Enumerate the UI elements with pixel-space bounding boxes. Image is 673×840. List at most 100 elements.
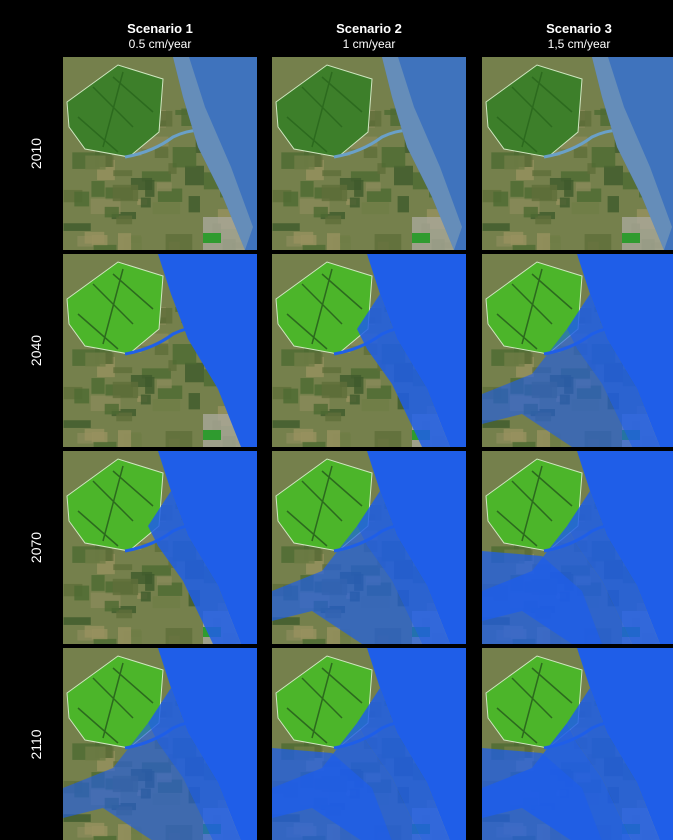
field (510, 432, 527, 443)
map-tile (272, 648, 466, 840)
polder (66, 458, 164, 552)
row-label: 2010 (28, 138, 44, 169)
field (141, 565, 171, 576)
field (482, 223, 510, 231)
polder-lines (286, 465, 363, 547)
field (104, 206, 119, 218)
field (326, 627, 341, 644)
field (74, 388, 90, 404)
field (302, 441, 326, 447)
field (366, 385, 392, 399)
field (85, 549, 106, 564)
map-tile (482, 57, 673, 250)
flood (357, 688, 450, 840)
field (104, 600, 119, 612)
field (482, 420, 510, 428)
field (74, 191, 90, 207)
field (168, 163, 177, 174)
field (152, 596, 181, 609)
field (300, 378, 314, 394)
field (131, 826, 141, 834)
field (131, 432, 141, 440)
field (172, 147, 197, 168)
field (283, 388, 299, 404)
field (91, 575, 105, 591)
field (117, 627, 132, 644)
field (140, 591, 151, 602)
field (361, 399, 390, 412)
shore (592, 57, 672, 250)
field (294, 155, 315, 170)
field (384, 109, 396, 115)
field (522, 155, 533, 167)
field (104, 403, 119, 415)
field (504, 352, 525, 367)
column-subtitle: 1,5 cm/year (548, 37, 611, 51)
field (141, 171, 171, 182)
polder (485, 64, 583, 158)
field (117, 824, 132, 840)
polder (66, 64, 164, 158)
column-subtitle: 1 cm/year (343, 37, 396, 51)
flood (357, 491, 450, 644)
field (152, 399, 181, 412)
field (272, 617, 300, 625)
field (154, 343, 169, 356)
map-tile (482, 254, 673, 447)
polder-lines (77, 465, 154, 547)
sea (367, 648, 466, 840)
field (157, 188, 183, 202)
field (320, 408, 346, 417)
field (63, 223, 91, 231)
flood (482, 551, 602, 644)
field (302, 638, 326, 644)
field (165, 628, 193, 644)
column-title: Scenario 2 (336, 21, 402, 36)
field (594, 109, 606, 115)
field (112, 184, 139, 202)
map-tile (272, 451, 466, 644)
field (322, 170, 342, 177)
field (93, 441, 117, 447)
polder-lines (77, 71, 154, 153)
field (300, 181, 314, 197)
field (320, 211, 346, 220)
field (93, 835, 117, 840)
field (321, 381, 348, 399)
field (394, 165, 413, 186)
row-label: 2040 (28, 335, 44, 366)
flood (357, 294, 450, 447)
field (564, 180, 574, 197)
field (294, 549, 315, 564)
row-label: 2110 (28, 729, 44, 759)
polder (275, 64, 373, 158)
field (312, 155, 323, 167)
field (157, 385, 183, 399)
field (365, 379, 381, 389)
field (354, 180, 364, 197)
field (340, 235, 350, 243)
field (91, 181, 105, 197)
field (571, 202, 600, 215)
field (591, 147, 616, 168)
map-tile (63, 451, 257, 644)
field (575, 182, 591, 192)
polder-lines (77, 662, 154, 744)
sea (158, 451, 257, 644)
field (512, 244, 536, 250)
field (185, 362, 204, 383)
field (131, 235, 141, 243)
field (573, 146, 588, 159)
sea (577, 648, 673, 840)
field (111, 408, 137, 417)
field (366, 188, 392, 202)
field (361, 202, 390, 215)
map-tile (272, 254, 466, 447)
field (111, 605, 137, 614)
field (113, 564, 133, 571)
field (93, 638, 117, 644)
field (576, 188, 602, 202)
field (532, 170, 552, 177)
field (168, 360, 177, 371)
field (587, 163, 596, 174)
